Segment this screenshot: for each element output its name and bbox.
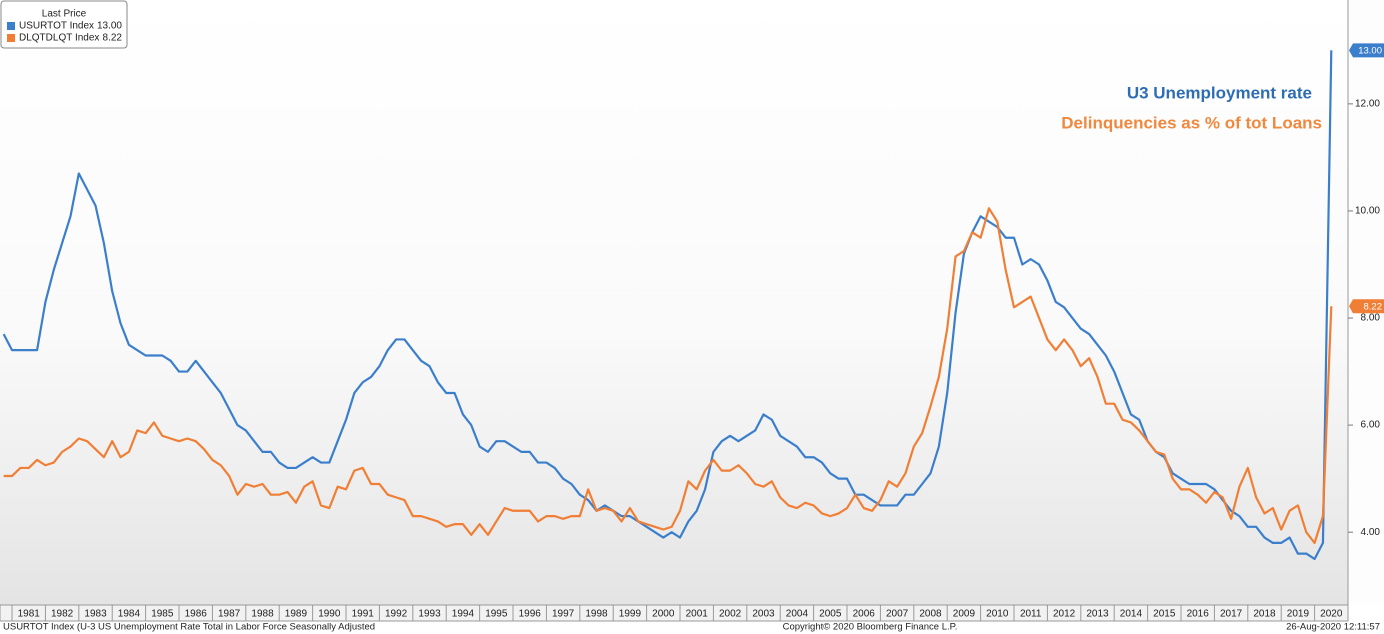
plot-area <box>0 0 1348 605</box>
y-tick-label: 6.00 <box>1361 420 1381 431</box>
footer: 26-Aug-2020 12:11:57 <box>1286 622 1380 633</box>
x-tick-label: 1996 <box>519 609 542 620</box>
x-tick-label: 1986 <box>185 609 208 620</box>
last-value-tag <box>1349 43 1384 58</box>
x-tick-label: 1997 <box>552 609 575 620</box>
x-tick-label: 2009 <box>953 609 976 620</box>
x-tick-label: 1985 <box>151 609 174 620</box>
line-series <box>3 207 1333 544</box>
x-tick-label: 2007 <box>886 609 909 620</box>
x-tick-label: 1994 <box>452 609 475 620</box>
x-tick-label: 1987 <box>218 609 241 620</box>
x-tick-label: 2013 <box>1086 609 1109 620</box>
footer: USURTOT Index (U-3 US Unemployment Rate … <box>3 622 375 633</box>
x-tick-label: 1982 <box>51 609 74 620</box>
x-tick-label: 1995 <box>485 609 508 620</box>
last-value-label: 13.00 <box>1358 45 1382 56</box>
x-tick-label: 1992 <box>385 609 408 620</box>
x-tick-label: 1988 <box>251 609 274 620</box>
x-tick-label: 1993 <box>418 609 441 620</box>
annotation: Delinquencies as % of tot Loans <box>1061 113 1322 132</box>
x-tick-label: 2011 <box>1020 609 1042 620</box>
legend-swatch <box>7 22 15 30</box>
x-tick-label: 1983 <box>84 609 107 620</box>
annotation: U3 Unemployment rate <box>1127 83 1312 102</box>
x-tick-label: 2014 <box>1120 609 1143 620</box>
x-tick-label: 2015 <box>1153 609 1176 620</box>
x-tick-label: 1998 <box>585 609 608 620</box>
x-tick-label: 2018 <box>1253 609 1276 620</box>
x-tick-label: 1991 <box>352 609 375 620</box>
x-tick-label: 2019 <box>1287 609 1310 620</box>
x-tick-label: 2003 <box>752 609 775 620</box>
footer: Copyright© 2020 Bloomberg Finance L.P. <box>783 622 958 633</box>
x-tick-label: 2017 <box>1220 609 1243 620</box>
legend-value: 13.00 <box>97 21 122 32</box>
x-tick-label: 2020 <box>1320 609 1343 620</box>
line-series <box>2 50 1333 561</box>
x-tick-label: 2010 <box>986 609 1009 620</box>
legend-swatch <box>7 34 15 42</box>
legend-label: DLQTDLQT Index <box>19 33 99 44</box>
y-tick-label: 4.00 <box>1361 527 1381 538</box>
x-tick-label: 1999 <box>619 609 642 620</box>
x-tick-label: 2016 <box>1187 609 1210 620</box>
last-value-tag <box>1349 299 1384 314</box>
x-tick-label: 2006 <box>853 609 876 620</box>
y-tick-label: 8.00 <box>1361 313 1381 324</box>
legend-box <box>0 0 128 49</box>
x-tick-label: 2012 <box>1053 609 1076 620</box>
x-tick-label: 2004 <box>786 609 809 620</box>
legend-label: USURTOT Index <box>19 21 94 32</box>
x-tick-label: 2001 <box>686 609 709 620</box>
legend-title: Last Price <box>42 9 87 20</box>
x-tick-label: 1981 <box>18 609 41 620</box>
x-tick-label: 2000 <box>652 609 675 620</box>
x-tick-label: 2005 <box>819 609 842 620</box>
x-axis-band <box>0 604 1349 622</box>
legend-value: 8.22 <box>103 33 123 44</box>
last-value-label: 8.22 <box>1364 301 1383 312</box>
x-tick-label: 1989 <box>285 609 308 620</box>
y-tick-label: 12.00 <box>1355 99 1380 110</box>
y-tick-label: 10.00 <box>1355 206 1380 217</box>
x-tick-label: 1984 <box>118 609 141 620</box>
x-tick-label: 1990 <box>318 609 341 620</box>
x-tick-label: 2008 <box>919 609 942 620</box>
x-tick-label: 2002 <box>719 609 742 620</box>
